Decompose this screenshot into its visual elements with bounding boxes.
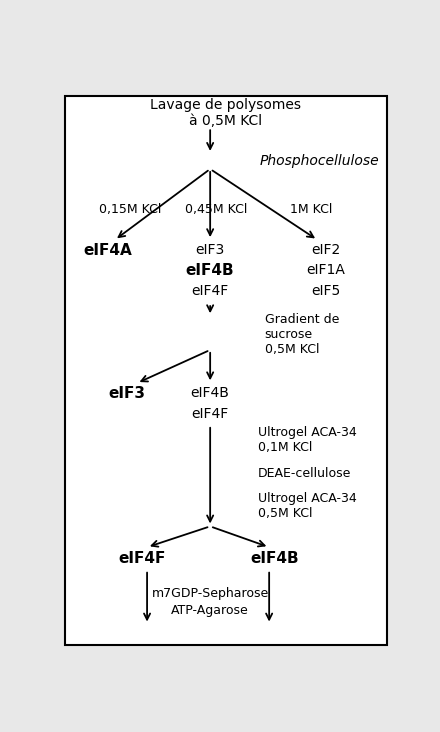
Text: Ultrogel ACA-34
0,5M KCl: Ultrogel ACA-34 0,5M KCl: [258, 492, 357, 520]
Text: eIF4F: eIF4F: [191, 406, 229, 421]
Text: 0,45M KCl: 0,45M KCl: [185, 203, 247, 215]
Text: eIF1A: eIF1A: [307, 264, 345, 277]
Text: eIF2: eIF2: [312, 243, 341, 257]
Text: eIF3: eIF3: [108, 386, 145, 401]
Text: eIF5: eIF5: [312, 284, 341, 298]
Text: Phosphocellulose: Phosphocellulose: [260, 154, 379, 168]
Text: eIF4B: eIF4B: [251, 551, 299, 566]
Text: 1M KCl: 1M KCl: [290, 203, 333, 215]
Text: eIF4F: eIF4F: [118, 551, 165, 566]
Text: 0,15M KCl: 0,15M KCl: [99, 203, 162, 215]
Text: eIF4B: eIF4B: [191, 386, 230, 400]
Text: eIF4A: eIF4A: [84, 243, 132, 258]
Text: eIF4F: eIF4F: [191, 284, 229, 298]
Text: Gradient de
sucrose
0,5M KCl: Gradient de sucrose 0,5M KCl: [265, 313, 339, 356]
Text: eIF3: eIF3: [195, 243, 225, 257]
Text: m7GDP-Sepharose: m7GDP-Sepharose: [151, 587, 269, 600]
Text: Ultrogel ACA-34
0,1M KCl: Ultrogel ACA-34 0,1M KCl: [258, 426, 357, 454]
Text: eIF4B: eIF4B: [186, 263, 235, 278]
Text: ATP-Agarose: ATP-Agarose: [171, 605, 249, 617]
Text: DEAE-cellulose: DEAE-cellulose: [258, 468, 351, 480]
FancyBboxPatch shape: [65, 96, 388, 645]
Text: Lavage de polysomes
à 0,5M KCl: Lavage de polysomes à 0,5M KCl: [150, 98, 301, 128]
